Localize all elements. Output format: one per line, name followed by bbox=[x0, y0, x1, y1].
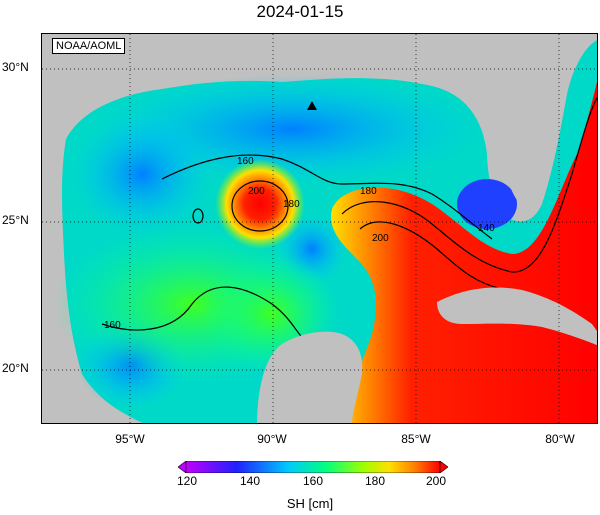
contour-160-south bbox=[101, 286, 305, 340]
blue-region-west bbox=[72, 114, 212, 234]
contour-label-200-eddy: 200 bbox=[248, 186, 265, 197]
contour-160 bbox=[161, 154, 493, 240]
contour-small-ring bbox=[192, 208, 204, 224]
lon-label-95w: 95°W bbox=[115, 432, 145, 446]
lon-label-90w: 90°W bbox=[257, 432, 287, 446]
contour-label-180-eddy: 180 bbox=[283, 199, 300, 210]
contour-180 bbox=[341, 96, 597, 273]
colorbar-right-arrow bbox=[439, 460, 449, 474]
contour-label-200: 200 bbox=[372, 233, 389, 244]
contour-label-160: 160 bbox=[237, 156, 254, 167]
sea-height-map: 160 160 180 200 200 180 140 bbox=[42, 34, 597, 423]
colorbar-tick-120: 120 bbox=[176, 474, 198, 488]
credit-label: NOAA/AOML bbox=[52, 38, 126, 54]
contour-label-140: 140 bbox=[478, 223, 495, 234]
colorbar bbox=[177, 460, 449, 474]
warm-eddy bbox=[215, 159, 305, 249]
colorbar-left-arrow bbox=[177, 460, 187, 474]
yucatan-landmass bbox=[257, 331, 363, 423]
map-title: 2024-01-15 bbox=[256, 2, 344, 21]
colorbar-tick-160: 160 bbox=[302, 474, 324, 488]
cuba-landmass bbox=[437, 287, 597, 346]
colorbar-tick-180: 180 bbox=[364, 474, 386, 488]
contour-200 bbox=[359, 221, 503, 290]
black-triangle-icon bbox=[307, 101, 317, 110]
contour-eddy bbox=[231, 180, 289, 232]
lat-label-30: 30°N bbox=[2, 60, 29, 74]
lat-label-20: 20°N bbox=[2, 361, 29, 375]
colorbar-tick-140: 140 bbox=[239, 474, 261, 488]
blue-region-florida bbox=[457, 179, 517, 229]
contour-label-180: 180 bbox=[360, 186, 377, 197]
colorbar-ramp bbox=[185, 460, 441, 474]
florida-peninsula bbox=[472, 34, 572, 208]
lon-label-80w: 80°W bbox=[545, 432, 575, 446]
lon-label-85w: 85°W bbox=[401, 432, 431, 446]
loop-current bbox=[331, 82, 597, 423]
colorbar-tick-200: 200 bbox=[425, 474, 447, 488]
map-panel[interactable]: 160 160 180 200 200 180 140 bbox=[41, 33, 598, 424]
lat-label-25: 25°N bbox=[2, 213, 29, 227]
graticule bbox=[42, 34, 597, 423]
colorbar-title: SH [cm] bbox=[286, 496, 334, 511]
contour-label-160-south: 160 bbox=[104, 320, 121, 331]
